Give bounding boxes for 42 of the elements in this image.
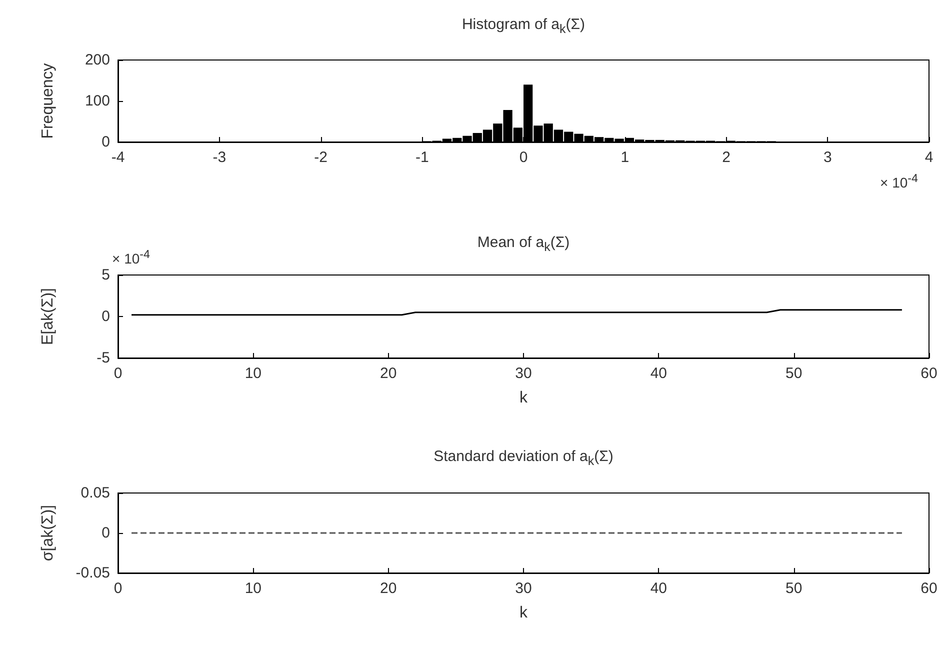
- y-tick-label: 200: [84, 52, 110, 68]
- x-tick-label: 4: [924, 149, 934, 166]
- x-tick-label: 10: [244, 580, 262, 597]
- text: × 10$^{-4}$: [880, 172, 918, 191]
- y-tick-label: 0: [102, 134, 110, 150]
- x-tick-label: 20: [380, 580, 397, 597]
- x-tick-label: 30: [515, 580, 532, 597]
- y-tick-label: -5: [96, 350, 110, 366]
- x-tick-label: 1: [620, 149, 630, 166]
- x-tick-label: 10: [244, 365, 262, 382]
- x-tick-label: -3: [212, 149, 226, 166]
- x-tick-label: -2: [314, 149, 328, 166]
- chart-title: Standard deviation of a$_{k}$(Σ): [432, 448, 614, 468]
- y-axis-title: σ[ak(Σ)]: [40, 504, 56, 562]
- x-tick-label: -4: [111, 149, 125, 166]
- x-tick-label: 3: [823, 149, 832, 166]
- x-axis-title: k: [520, 604, 528, 622]
- x-axis-title: k: [520, 390, 528, 406]
- x-tick-label: 0: [114, 580, 122, 597]
- y-tick-label: -0.05: [76, 564, 110, 582]
- x-tick-label: 0: [519, 149, 528, 166]
- chart-title: Mean of a$_{k}$(Σ): [477, 234, 570, 254]
- x-tick-label: 60: [920, 580, 938, 597]
- x-tick-label: 40: [650, 365, 668, 382]
- x-tick-label: 50: [785, 580, 802, 597]
- y-tick-label: 0.05: [80, 484, 110, 502]
- x-tick-label: 40: [650, 580, 668, 597]
- chart-title: Histogram of a$_{k}$(Σ): [460, 16, 586, 36]
- y-tick-label: 5: [102, 266, 110, 284]
- y-axis-title: Frequency: [40, 63, 56, 139]
- x-tick-label: 60: [920, 365, 938, 382]
- x-tick-label: 0: [114, 365, 122, 382]
- x-tick-label: 30: [515, 365, 532, 382]
- text: × 10$^{-4}$: [112, 248, 150, 267]
- x-tick-label: -1: [415, 149, 429, 166]
- y-tick-label: 0: [102, 308, 110, 325]
- x-tick-label: 20: [380, 365, 397, 382]
- y-axis-title: E[ak(Σ)]: [40, 288, 56, 346]
- y-tick-label: 0: [102, 524, 110, 542]
- x-tick-label: 2: [722, 149, 730, 166]
- x-tick-label: 50: [785, 365, 802, 382]
- y-tick-label: 100: [84, 92, 110, 110]
